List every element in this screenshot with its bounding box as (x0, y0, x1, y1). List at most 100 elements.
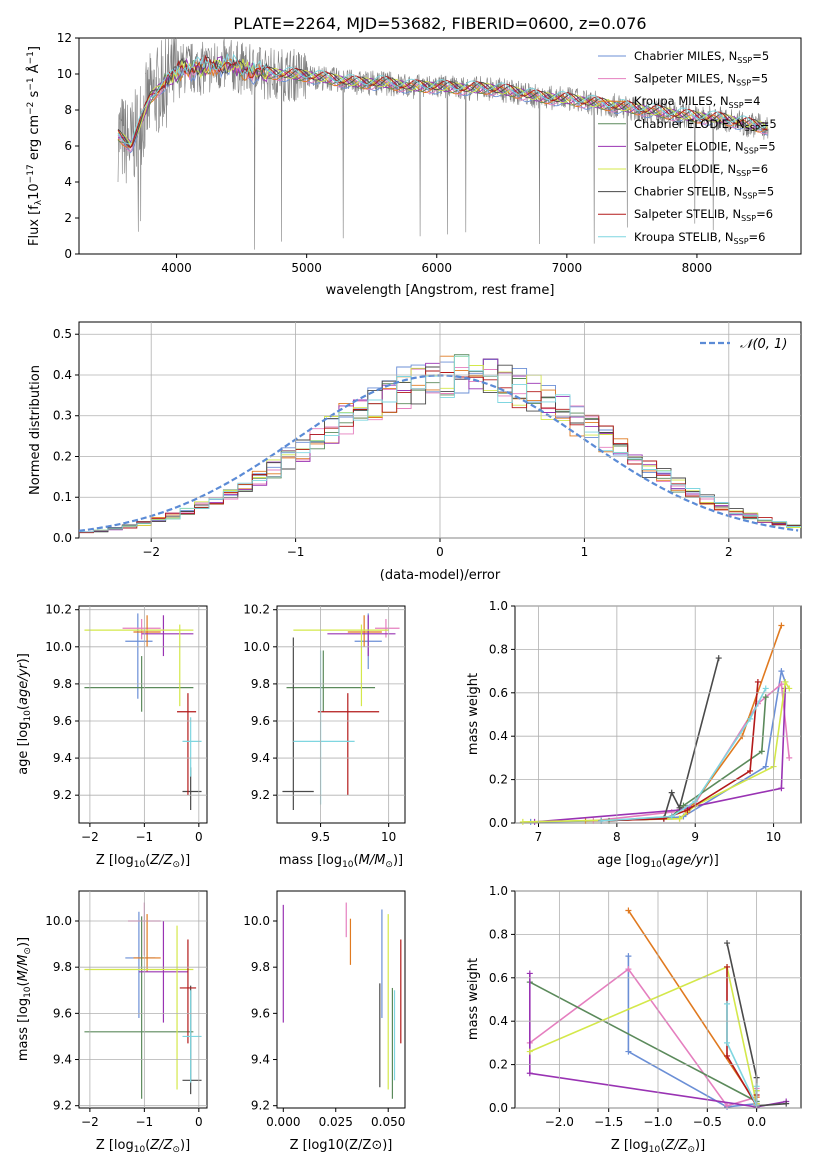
legend-label: Chabrier MILES, NSSP=5 (634, 49, 769, 65)
y-tick-label: 9.2 (251, 788, 270, 802)
x-tick-label: −1 (136, 1115, 154, 1129)
model-spectrum-line (118, 58, 768, 145)
y-tick-label: 10.2 (45, 603, 72, 617)
ebv-mass-axes (276, 890, 406, 1109)
x-tick-label: 7 (535, 830, 543, 844)
age-weight-marks (519, 622, 793, 825)
y-tick-label: 9.8 (53, 677, 72, 691)
weight-marker (724, 963, 731, 970)
x-tick-label: −1.5 (594, 1115, 623, 1129)
age-weight-axes (514, 605, 802, 824)
figure-title: PLATE=2264, MJD=53682, FIBERID=0600, z=0… (233, 14, 646, 33)
legend-subscript: SSP (729, 101, 744, 110)
model-spectrum-line (117, 53, 768, 145)
z-mass-axes (78, 890, 208, 1109)
mass-age-xlabel: mass [log10(M/M⊙)] (279, 853, 403, 870)
weight-marker (715, 655, 722, 662)
y-tick-label: 9.2 (53, 788, 72, 802)
y-tick-label: 1.0 (489, 884, 508, 898)
y-tick-label: 9.4 (251, 1053, 270, 1067)
z-age-xlabel: Z [log10(Z/Z⊙)] (96, 853, 190, 870)
weight-marker (684, 806, 691, 813)
legend-label: Salpeter ELODIE, NSSP=5 (634, 139, 776, 155)
spectrum-xlabel: wavelength [Angstrom, rest frame] (326, 283, 555, 298)
y-tick-label: 9.6 (251, 1006, 270, 1020)
x-tick-label: 0.050 (371, 1115, 405, 1129)
weight-marker (786, 754, 793, 761)
age-weight-ylabel: mass weight (466, 673, 481, 755)
z-mass-marks (84, 902, 202, 1099)
y-tick-label: 9.6 (251, 714, 270, 728)
weight-marker (680, 802, 687, 809)
x-tick-label: −2 (81, 830, 99, 844)
y-tick-label: 0.0 (53, 531, 72, 545)
mass-age-marks (282, 613, 400, 811)
y-tick-label: 0 (64, 247, 72, 261)
age-weight-panel: 7 8 9 10 0.0 0.2 0.4 0.6 0.8 1.0 age [log10(age/y… (466, 599, 802, 870)
weight-marker (762, 694, 769, 701)
gaussian-legend-label: 𝒩(0, 1) (740, 337, 787, 352)
y-tick-label: 0.6 (489, 971, 508, 985)
legend-count: =4 (744, 94, 761, 108)
y-tick-label: 0.4 (489, 1014, 508, 1028)
y-tick-label: 9.6 (53, 714, 72, 728)
z-age-marks (84, 613, 202, 811)
gaussian-curve (78, 374, 799, 532)
weight-marker (724, 1052, 731, 1059)
legend-count: =5 (751, 72, 768, 86)
x-tick-label: 4000 (161, 261, 192, 275)
weight-marker (625, 907, 632, 914)
spectrum-ticks: 4000 5000 6000 7000 8000 0 2 4 6 8 10 12 (57, 31, 712, 275)
y-tick-label: 0.2 (489, 1058, 508, 1072)
z-mass-ticks: −2 −1 0 9.2 9.4 9.6 9.8 10.0 (45, 891, 207, 1129)
weight-line (530, 667, 787, 823)
x-tick-label: 9 (691, 830, 699, 844)
y-tick-label: 0.1 (53, 490, 72, 504)
residuals-legend: 𝒩(0, 1) (700, 337, 787, 352)
y-tick-label: 9.4 (53, 751, 72, 765)
weight-line (534, 688, 787, 823)
z-mass-xlabel: Z [log10(Z/Z⊙)] (96, 1138, 190, 1155)
model-spectrum-line (117, 54, 768, 149)
y-tick-label: 9.2 (53, 1099, 72, 1113)
weight-marker (782, 678, 789, 685)
weight-marker (762, 685, 769, 692)
weight-marker (747, 767, 754, 774)
x-tick-label: 0 (436, 545, 444, 559)
weight-line (522, 679, 790, 823)
x-tick-label: 0.025 (319, 1115, 353, 1129)
observed-spectrum (117, 37, 769, 250)
y-tick-label: 10.2 (243, 603, 270, 617)
y-tick-label: 10.0 (45, 640, 72, 654)
y-tick-label: 9.4 (53, 1053, 72, 1067)
weight-marker (668, 813, 675, 820)
z-age-axes (78, 605, 208, 824)
x-tick-label: −2.0 (545, 1115, 574, 1129)
legend-label: Chabrier STELIB, NSSP=5 (634, 185, 774, 201)
mass-age-panel: 9.5 10 9.2 9.4 9.6 9.8 10.0 10.2 mass [log10(M/… (243, 603, 406, 870)
weight-marker (526, 1070, 533, 1077)
weight-line (601, 681, 759, 822)
y-tick-label: 0.3 (53, 409, 72, 423)
ebv-mass-ticks: 0.000 0.025 0.050 9.2 9.4 9.6 9.8 10.0 (243, 914, 405, 1129)
weight-marker (724, 1000, 731, 1007)
x-tick-label: 1 (581, 545, 589, 559)
x-tick-label: 8000 (682, 261, 713, 275)
x-tick-label: 0 (195, 830, 203, 844)
ebv-mass-marks (282, 902, 402, 1099)
y-tick-label: 9.2 (251, 1099, 270, 1113)
weight-marker (625, 1048, 632, 1055)
y-tick-label: 8 (64, 103, 72, 117)
x-tick-label: 2 (725, 545, 733, 559)
y-tick-label: 6 (64, 139, 72, 153)
weight-marker (724, 1039, 731, 1046)
spectrum-panel: 4000 5000 6000 7000 8000 0 2 4 6 8 10 12 wavelength… (26, 31, 802, 298)
y-tick-label: 4 (64, 175, 72, 189)
legend-count: =5 (752, 49, 769, 63)
z-weight-ticks: −2.0 −1.5 −1.0 −0.5 0.0 0.0 0.2 0.4 0.6 0.8 1.0 (489, 884, 801, 1129)
weight-marker (783, 1100, 790, 1107)
weight-marker (526, 970, 533, 977)
legend-count: =5 (757, 185, 774, 199)
mass-age-axes (276, 605, 406, 824)
